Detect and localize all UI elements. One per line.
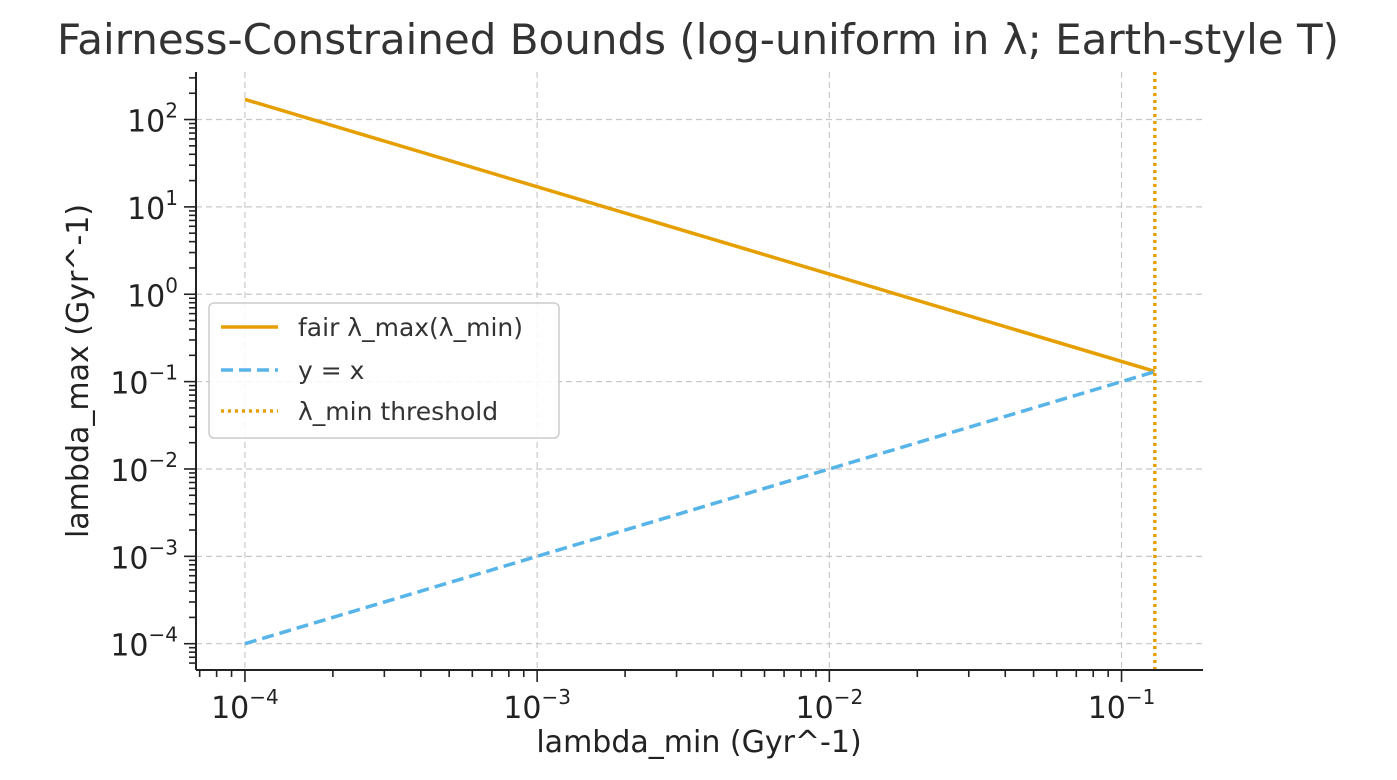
y-tick-label: 10−4 (110, 623, 178, 664)
x-tick-label: 10−4 (211, 685, 279, 726)
chart-title: Fairness-Constrained Bounds (log-uniform… (57, 15, 1339, 64)
x-tick-label: 10−3 (503, 685, 571, 726)
legend-label-fair: fair λ_max(λ_min) (298, 313, 523, 342)
legend-label-identity: y = x (298, 356, 364, 385)
y-tick-label: 101 (127, 186, 178, 227)
x-axis-label: lambda_min (Gyr^-1) (536, 725, 861, 760)
x-tick-label: 10−2 (796, 685, 864, 726)
y-tick-label: 10−1 (110, 361, 178, 402)
y-tick-label: 10−3 (110, 535, 178, 576)
y-tick-label: 102 (127, 99, 178, 140)
x-tick-label: 10−1 (1088, 685, 1156, 726)
plot-series (244, 72, 1157, 670)
legend-box (208, 302, 560, 439)
series-line-identity (244, 369, 1156, 646)
y-tick-label: 100 (127, 273, 178, 314)
grid (196, 72, 1203, 670)
ticks: 10−4 10−3 10−2 10−1 10−4 10−3 10−2 10−1 100 101 10… (110, 77, 1156, 726)
legend-label-threshold: λ_min threshold (298, 397, 498, 426)
legend: fair λ_max(λ_min) y = x λ_min threshold (208, 302, 560, 439)
y-axis-label: lambda_max (Gyr^-1) (61, 204, 96, 538)
y-tick-label: 10−2 (110, 448, 178, 489)
series-line-fair (244, 97, 1156, 374)
